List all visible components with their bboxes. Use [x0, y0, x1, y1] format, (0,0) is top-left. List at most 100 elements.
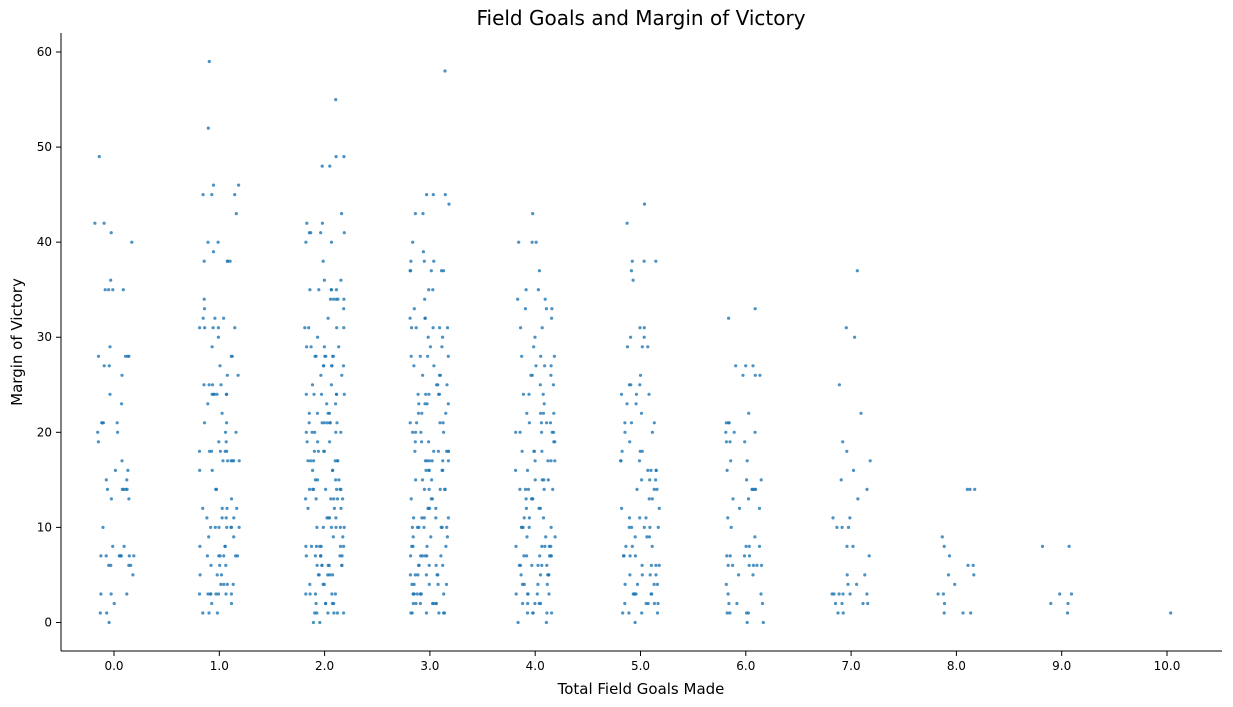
data-point	[214, 592, 218, 596]
data-point	[845, 573, 849, 577]
data-point	[330, 573, 335, 577]
data-point	[441, 468, 445, 472]
data-point	[115, 421, 119, 425]
data-point	[638, 373, 643, 377]
data-point	[760, 563, 764, 568]
data-point	[201, 611, 205, 615]
data-point	[220, 506, 224, 510]
data-point	[430, 497, 434, 501]
data-point	[432, 259, 436, 263]
data-point	[223, 544, 227, 549]
data-point	[846, 525, 851, 530]
data-point	[747, 563, 751, 568]
data-point	[309, 544, 314, 549]
data-point	[434, 506, 438, 510]
data-point	[436, 383, 440, 387]
data-point	[328, 516, 332, 520]
data-point	[409, 354, 413, 358]
data-point	[336, 297, 340, 301]
data-point	[208, 592, 213, 596]
data-point	[971, 563, 975, 568]
data-point	[867, 554, 871, 558]
data-point	[639, 411, 644, 415]
data-point	[546, 459, 550, 463]
data-point	[322, 449, 326, 453]
data-point	[320, 221, 324, 225]
data-point	[215, 392, 219, 396]
data-point	[638, 326, 642, 330]
y-tick-label: 40	[37, 235, 52, 249]
data-point	[335, 392, 339, 396]
data-point	[754, 487, 758, 491]
data-point	[326, 316, 330, 320]
data-point	[119, 554, 123, 558]
data-point	[413, 212, 417, 216]
data-point	[731, 497, 735, 501]
data-point	[420, 516, 424, 520]
data-point	[312, 449, 316, 453]
data-point	[420, 411, 424, 415]
data-point	[101, 525, 105, 530]
data-point	[409, 259, 413, 263]
data-point	[309, 459, 313, 463]
data-point	[413, 573, 417, 577]
data-point	[627, 516, 632, 520]
data-point	[225, 421, 229, 425]
data-point	[446, 354, 450, 358]
data-point	[314, 544, 318, 549]
data-point	[317, 288, 321, 292]
data-point	[523, 307, 528, 311]
data-point	[436, 573, 440, 577]
data-point	[340, 554, 344, 558]
data-point	[224, 563, 228, 568]
data-point	[331, 297, 336, 301]
data-point	[203, 326, 207, 330]
data-point	[1058, 592, 1062, 596]
data-point	[112, 601, 116, 606]
data-point	[655, 582, 660, 587]
data-point	[335, 459, 340, 463]
data-point	[549, 554, 553, 558]
data-point	[650, 430, 655, 434]
data-point	[222, 554, 226, 558]
data-point	[519, 573, 523, 577]
data-point	[969, 611, 973, 615]
data-point	[623, 430, 627, 434]
data-point	[340, 373, 344, 377]
data-point	[532, 449, 537, 453]
data-point	[424, 573, 428, 577]
data-point	[424, 468, 428, 472]
data-point	[638, 516, 642, 520]
data-point	[340, 212, 344, 216]
x-tick-label: 3.0	[420, 659, 439, 673]
data-point	[342, 155, 346, 159]
x-tick-label: 2.0	[315, 659, 334, 673]
data-point	[724, 582, 728, 587]
data-point	[514, 430, 518, 434]
data-point	[725, 554, 729, 558]
data-point	[340, 563, 344, 568]
data-point	[429, 269, 433, 273]
data-point	[335, 487, 339, 491]
data-point	[342, 544, 346, 549]
data-point	[619, 392, 624, 396]
data-point	[309, 345, 313, 349]
data-point	[438, 487, 442, 491]
data-point	[514, 468, 518, 472]
data-point	[341, 535, 345, 539]
data-point	[625, 221, 629, 225]
data-point	[127, 563, 131, 568]
data-point	[543, 544, 547, 549]
data-point	[414, 430, 418, 434]
data-point	[415, 592, 419, 596]
data-point	[725, 611, 729, 615]
data-point	[316, 573, 320, 577]
data-point	[649, 563, 654, 568]
data-point	[751, 364, 755, 368]
data-point	[120, 373, 124, 377]
data-point	[445, 383, 449, 387]
data-point	[856, 497, 860, 501]
data-point	[415, 421, 419, 425]
data-point	[444, 582, 449, 587]
data-point	[443, 193, 447, 197]
